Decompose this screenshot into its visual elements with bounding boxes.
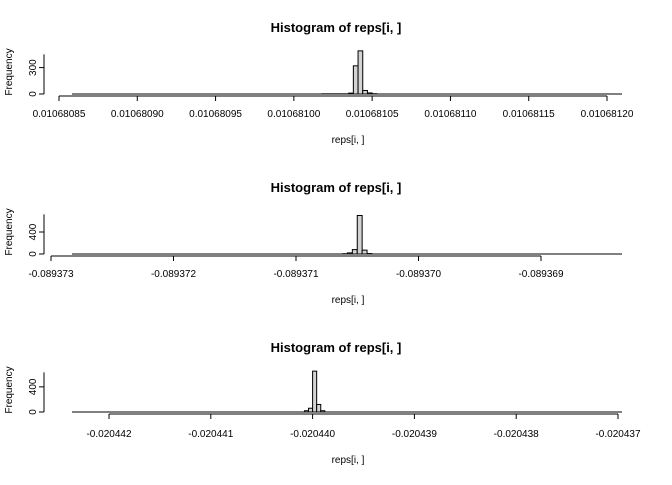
- x-tick-label: -0.089371: [273, 269, 318, 280]
- x-tick-label: -0.020440: [290, 429, 335, 440]
- histogram-bar: [313, 371, 317, 412]
- histogram-bar: [349, 93, 354, 94]
- x-tick-label: 0.01068105: [346, 109, 399, 120]
- histogram-bar: [362, 250, 367, 254]
- x-tick-label: -0.020437: [595, 429, 640, 440]
- histogram-bar: [353, 66, 358, 94]
- y-tick-label: 300: [28, 59, 39, 76]
- x-axis-label: reps[i, ]: [332, 455, 365, 466]
- x-tick-label: 0.01068095: [189, 109, 242, 120]
- y-tick-label: 400: [28, 223, 39, 240]
- y-tick-label: 400: [28, 378, 39, 395]
- y-axis-label: Frequency: [4, 48, 15, 95]
- x-tick-label: 0.01068120: [581, 109, 634, 120]
- chart-title: Histogram of reps[i, ]: [271, 20, 402, 35]
- histogram-bar: [352, 250, 357, 254]
- x-tick-label: 0.01068085: [33, 109, 86, 120]
- y-tick-label: 0: [28, 251, 39, 257]
- x-tick-label: -0.020438: [494, 429, 539, 440]
- x-tick-label: -0.020439: [392, 429, 437, 440]
- histogram-bar: [317, 404, 321, 412]
- x-tick-label: -0.020442: [86, 429, 131, 440]
- x-axis-label: reps[i, ]: [332, 295, 365, 306]
- y-axis-label: Frequency: [4, 366, 15, 413]
- histogram-bar: [321, 411, 325, 412]
- histogram-bar: [309, 408, 313, 412]
- histogram-bar: [347, 253, 352, 254]
- chart-title: Histogram of reps[i, ]: [271, 340, 402, 355]
- x-tick-label: 0.01068110: [424, 109, 477, 120]
- y-axis-label: Frequency: [4, 208, 15, 255]
- histogram-bar: [357, 216, 362, 255]
- histogram-bar: [358, 51, 363, 94]
- x-tick-label: -0.089369: [518, 269, 563, 280]
- histogram-bar: [363, 90, 368, 94]
- x-tick-label: -0.089372: [151, 269, 196, 280]
- x-tick-label: 0.01068090: [111, 109, 164, 120]
- y-tick-label: 0: [28, 91, 39, 97]
- y-tick-label: 0: [28, 409, 39, 415]
- histogram-bar: [367, 93, 372, 94]
- chart-title: Histogram of reps[i, ]: [271, 180, 402, 195]
- histogram-bar: [304, 411, 308, 412]
- x-tick-label: -0.020441: [188, 429, 233, 440]
- x-tick-label: -0.089370: [396, 269, 441, 280]
- x-tick-label: 0.01068115: [503, 109, 556, 120]
- x-axis-label: reps[i, ]: [332, 135, 365, 146]
- x-tick-label: 0.01068100: [267, 109, 320, 120]
- x-tick-label: -0.089373: [28, 269, 73, 280]
